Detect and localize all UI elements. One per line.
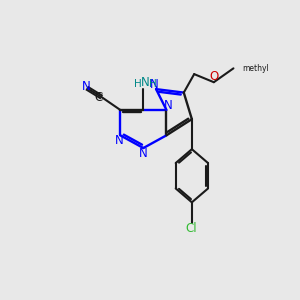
Text: O: O [210, 70, 219, 83]
Text: Cl: Cl [186, 222, 197, 235]
Text: N: N [139, 147, 148, 160]
Text: H: H [134, 79, 142, 89]
Text: H: H [149, 79, 157, 89]
Text: N: N [150, 78, 159, 91]
Text: N: N [164, 100, 172, 112]
Text: N: N [82, 80, 90, 93]
Text: N: N [115, 134, 124, 147]
Text: C: C [94, 91, 102, 104]
Text: N: N [141, 76, 150, 89]
Text: methyl: methyl [242, 64, 269, 73]
